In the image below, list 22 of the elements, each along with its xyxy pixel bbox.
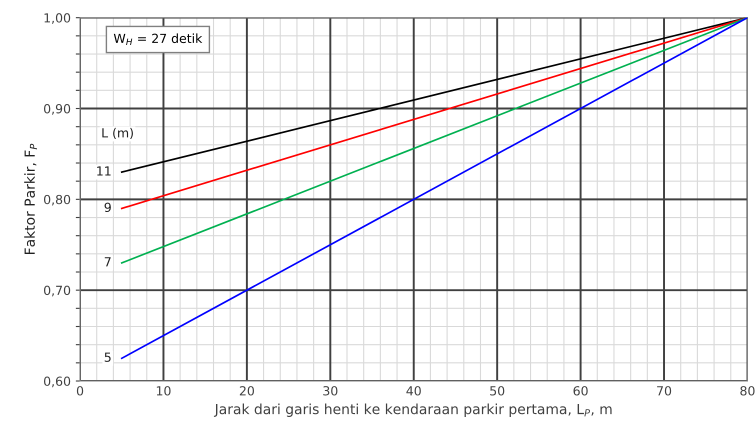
y-tick-label: 0,80	[44, 194, 70, 206]
x-axis-title: Jarak dari garis henti ke kendaraan parkir pertama, L$_{P}$, m	[214, 404, 612, 417]
x-tick-label: 30	[323, 386, 338, 396]
y-axis-title: Faktor Parkir, F$_{P}$	[24, 144, 38, 254]
x-tick-label: 80	[740, 386, 755, 396]
x-tick-label: 60	[574, 386, 588, 396]
y-tick-label: 0,60	[44, 376, 70, 388]
series-label: 11	[97, 166, 111, 176]
x-tick-label: 70	[657, 386, 672, 396]
x-tick-label: 0	[76, 386, 84, 396]
series-label: 5	[104, 352, 111, 362]
y-tick-label: 0,70	[44, 286, 70, 296]
x-tick-label: 20	[240, 386, 254, 396]
series-label: 9	[104, 202, 111, 212]
y-tick-label: 0,90	[44, 104, 70, 115]
x-tick-label: 40	[406, 386, 421, 396]
legend-title: L (m)	[102, 128, 133, 140]
annotation: W$_{H}$ = 27 detik	[114, 33, 202, 45]
x-tick-label: 50	[490, 386, 504, 396]
series-label: 7	[104, 257, 111, 266]
x-tick-label: 10	[156, 386, 171, 396]
y-tick-label: 1,00	[44, 13, 70, 24]
